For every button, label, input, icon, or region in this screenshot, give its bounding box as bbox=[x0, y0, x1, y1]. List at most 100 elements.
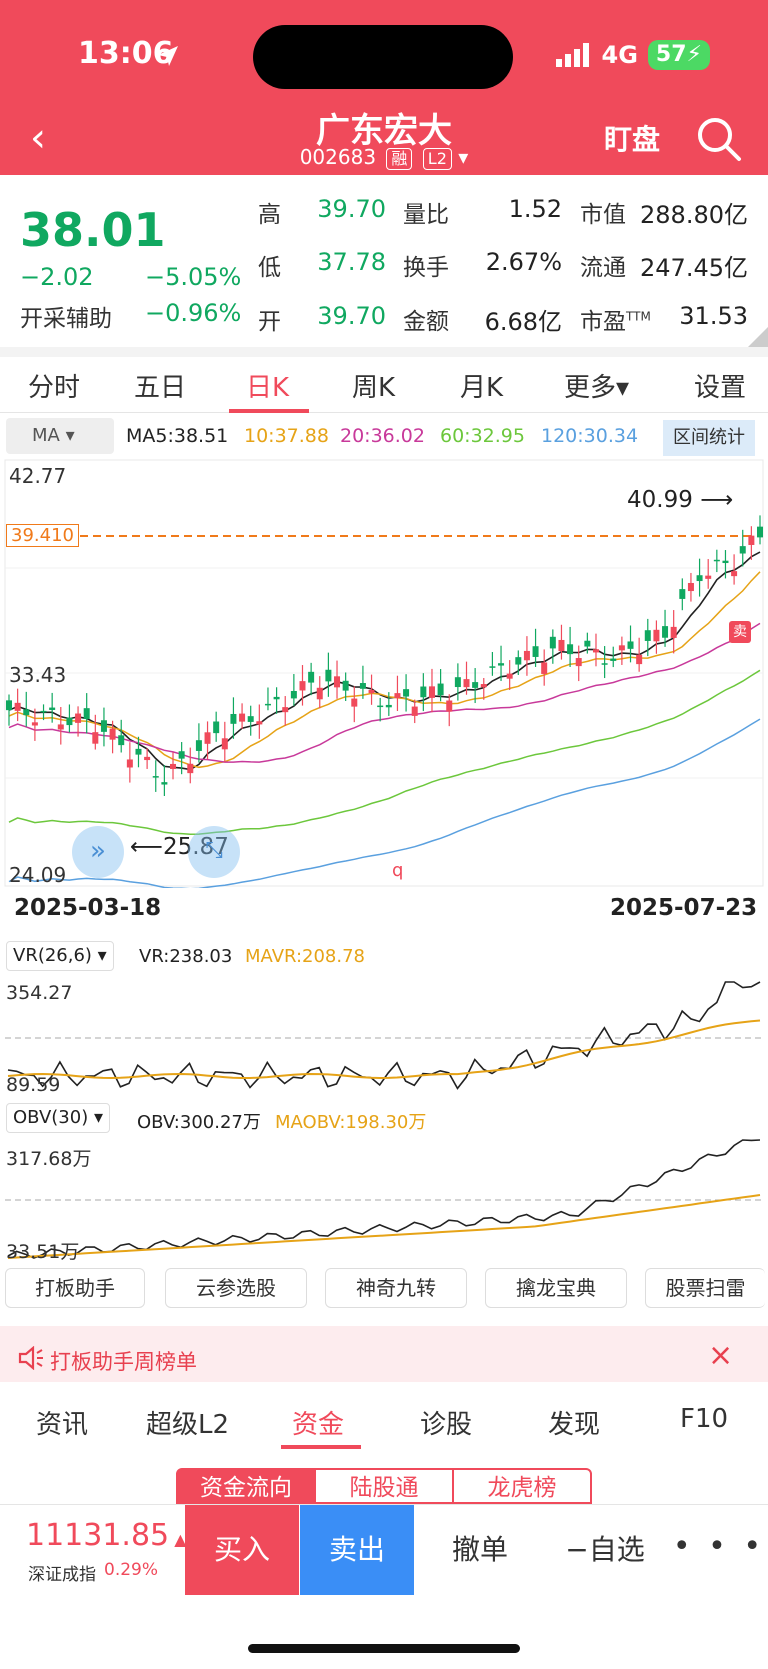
tool-dragon-guide[interactable]: 擒龙宝典 bbox=[485, 1268, 627, 1308]
candle-body bbox=[601, 663, 608, 665]
tab-capital[interactable]: 资金 bbox=[292, 1410, 345, 1440]
expand-corner-icon[interactable] bbox=[748, 327, 768, 347]
high-marker: 40.99 ⟶ bbox=[627, 487, 734, 513]
candle-body bbox=[66, 717, 73, 726]
candle-body bbox=[359, 683, 366, 689]
stock-code: 002683 bbox=[299, 145, 377, 169]
vr-selector[interactable]: VR(26,6) ▾ bbox=[6, 941, 114, 971]
candle-body bbox=[334, 676, 341, 688]
candle-body bbox=[411, 706, 418, 716]
candle-body bbox=[204, 732, 211, 744]
candle-body bbox=[264, 703, 271, 706]
start-date: 2025-03-18 bbox=[14, 895, 162, 921]
segment-capital-flow[interactable]: 资金流向 bbox=[176, 1468, 316, 1504]
more-icon[interactable]: • • • bbox=[672, 1529, 766, 1564]
ma-selector[interactable]: MA ▾ bbox=[6, 418, 114, 454]
close-icon[interactable]: × bbox=[708, 1338, 734, 1373]
y-mid-label: 33.43 bbox=[9, 663, 67, 687]
index-pct: 0.29% bbox=[104, 1560, 159, 1580]
index-value[interactable]: 11131.85 ▲ bbox=[26, 1518, 187, 1553]
segment-northbound[interactable]: 陆股通 bbox=[314, 1468, 454, 1504]
maobv-value: MAOBV:198.30万 bbox=[275, 1112, 427, 1133]
tab-discover[interactable]: 发现 bbox=[548, 1410, 601, 1440]
candle-body bbox=[618, 645, 625, 651]
market-cap-label: 市值 bbox=[580, 202, 626, 228]
assist-value: −0.96% bbox=[145, 299, 242, 327]
candle-body bbox=[506, 673, 513, 679]
scroll-left-icon[interactable]: » bbox=[72, 826, 124, 878]
candle-body bbox=[420, 686, 427, 698]
candle-body bbox=[532, 646, 539, 657]
tab-super-l2[interactable]: 超级L2 bbox=[146, 1410, 230, 1440]
tool-magic-nine[interactable]: 神奇九转 bbox=[325, 1268, 467, 1308]
ma60-value: 60:32.95 bbox=[440, 425, 525, 447]
open-label: 开 bbox=[258, 309, 281, 335]
zoom-icon[interactable]: ⤡ bbox=[188, 826, 240, 878]
candle-body bbox=[428, 686, 435, 698]
sell-button[interactable]: 卖出 bbox=[300, 1505, 414, 1595]
tab-weekly-k[interactable]: 周K bbox=[352, 373, 396, 403]
candle-body bbox=[636, 654, 643, 665]
range-stats-button[interactable]: 区间统计 bbox=[663, 420, 755, 456]
tab-daily-k[interactable]: 日K bbox=[246, 373, 290, 403]
kline-chart[interactable] bbox=[0, 458, 768, 888]
candle-body bbox=[437, 683, 444, 696]
obv-bottom-label: 33.51万 bbox=[6, 1241, 80, 1263]
location-icon bbox=[158, 46, 178, 66]
tool-limit-up-helper[interactable]: 打板助手 bbox=[5, 1268, 145, 1308]
price-change-pct: −5.05% bbox=[145, 263, 242, 291]
candle-body bbox=[592, 649, 599, 653]
candle-body bbox=[584, 640, 591, 647]
signal-icon bbox=[555, 43, 589, 67]
candle-body bbox=[23, 709, 30, 716]
dropdown-icon[interactable]: ▾ bbox=[458, 145, 469, 169]
candle-body bbox=[541, 662, 548, 674]
tool-stock-scan[interactable]: 股票扫雷 bbox=[645, 1268, 765, 1308]
candle-body bbox=[610, 658, 617, 661]
ma-line bbox=[8, 669, 761, 835]
candle-body bbox=[31, 722, 38, 726]
tab-monthly-k[interactable]: 月K bbox=[460, 373, 504, 403]
end-date: 2025-07-23 bbox=[610, 895, 758, 921]
volume-ratio-label: 量比 bbox=[403, 202, 449, 228]
candle-body bbox=[256, 721, 263, 725]
search-icon[interactable] bbox=[696, 116, 742, 162]
last-price: 38.01 bbox=[20, 203, 166, 257]
candle-body bbox=[14, 702, 21, 711]
home-indicator bbox=[248, 1644, 520, 1653]
obv-chart[interactable] bbox=[0, 1138, 768, 1262]
network-label: 4G bbox=[601, 41, 638, 69]
buy-button[interactable]: 买入 bbox=[185, 1505, 299, 1595]
tab-five-day[interactable]: 五日 bbox=[134, 373, 187, 403]
back-icon[interactable]: ‹ bbox=[30, 115, 46, 161]
market-cap-value: 288.80亿 bbox=[640, 201, 748, 229]
tab-news[interactable]: 资讯 bbox=[36, 1410, 89, 1440]
candle-body bbox=[627, 641, 634, 649]
remove-watchlist-button[interactable]: −自选 bbox=[565, 1533, 645, 1566]
tab-more[interactable]: 更多▾ bbox=[564, 373, 630, 403]
ma-line bbox=[8, 571, 761, 769]
float-cap-label: 流通 bbox=[580, 255, 626, 281]
low-marker: ⟵25.87 bbox=[130, 834, 229, 860]
candle-body bbox=[670, 626, 677, 638]
sell-marker[interactable]: 卖 bbox=[729, 621, 751, 643]
tab-intraday[interactable]: 分时 bbox=[28, 373, 81, 403]
vr-chart[interactable] bbox=[0, 976, 768, 1100]
mavr-value: MAVR:208.78 bbox=[245, 946, 366, 967]
candle-body bbox=[523, 650, 530, 661]
vr-value: VR:238.03 bbox=[139, 946, 233, 967]
segment-dragon-tiger[interactable]: 龙虎榜 bbox=[452, 1468, 592, 1504]
tool-stock-picker[interactable]: 云参选股 bbox=[165, 1268, 307, 1308]
tab-settings[interactable]: 设置 bbox=[694, 373, 747, 403]
low-value: 37.78 bbox=[317, 248, 386, 276]
tab-diagnosis[interactable]: 诊股 bbox=[420, 1410, 473, 1440]
candle-body bbox=[731, 571, 738, 577]
cancel-order-button[interactable]: 撤单 bbox=[451, 1533, 508, 1566]
watch-button[interactable]: 盯盘 bbox=[604, 123, 661, 156]
candle-body bbox=[135, 748, 142, 755]
tab-f10[interactable]: F10 bbox=[680, 1404, 729, 1434]
obv-selector[interactable]: OBV(30) ▾ bbox=[6, 1103, 110, 1133]
candle-body bbox=[325, 669, 332, 682]
promo-banner[interactable] bbox=[0, 1326, 768, 1382]
candle-body bbox=[705, 575, 712, 579]
